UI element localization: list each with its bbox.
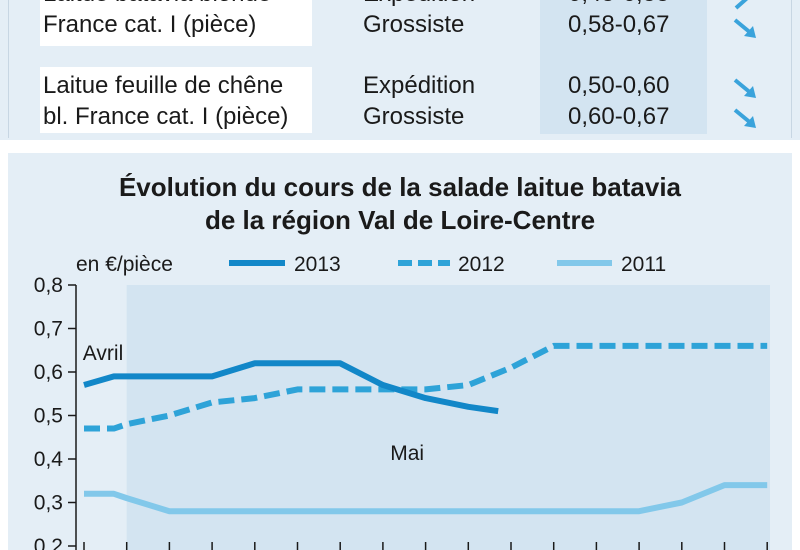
- trend-up-arrow-icon: [734, 0, 749, 10]
- product-1-price2: 0,58-0,67: [568, 11, 670, 38]
- price-column: [540, 0, 707, 134]
- price-table: Laitue batavia blonde France cat. I (piè…: [0, 0, 800, 140]
- product-2-stage2: Grossiste: [363, 103, 465, 130]
- trend-down-arrow-icon: [733, 18, 756, 38]
- table-left-rule: [8, 0, 9, 138]
- month-label-avril: Avril: [83, 342, 123, 365]
- product-1-line1: Laitue batavia blonde: [43, 0, 271, 10]
- product-2-price2: 0,60-0,67: [568, 103, 670, 130]
- product-1-price1: 0,45-0,55: [568, 0, 669, 10]
- product-2-line1: Laitue feuille de chêne: [43, 72, 284, 99]
- legend: en €/pièce 2013 2012 2011: [76, 253, 666, 276]
- annotations: Avril Mai: [83, 342, 424, 465]
- y-tick-label: 0,2: [34, 535, 63, 550]
- product-1-stage2: Grossiste: [363, 11, 465, 38]
- product-2-line2: bl. France cat. I (pièce): [43, 103, 289, 130]
- plot-area-april-band: [76, 285, 127, 550]
- trend-down-arrow-icon: [733, 108, 756, 128]
- product-2-stage1: Expédition: [363, 72, 476, 99]
- y-tick-label: 0,5: [34, 405, 63, 428]
- product-1-line2: France cat. I (pièce): [43, 11, 257, 38]
- month-label-mai: Mai: [390, 442, 424, 465]
- series-layer: [83, 342, 768, 515]
- y-tick-label: 0,4: [34, 448, 64, 471]
- chart-title-line1: Évolution du cours de la salade laitue b…: [118, 172, 682, 202]
- y-axis-unit-label: en €/pièce: [76, 253, 173, 276]
- legend-label-2012: 2012: [458, 253, 505, 276]
- y-axis: 0,2 0,3 0,4 0,5 0,6 0,7 0,8: [34, 274, 77, 550]
- legend-label-2013: 2013: [294, 253, 341, 276]
- chart-title-line2: de la région Val de Loire-Centre: [204, 205, 596, 235]
- series-line-2011: [84, 482, 768, 515]
- y-tick-label: 0,8: [34, 274, 63, 297]
- product-cell-2: [40, 67, 312, 133]
- table-right-rule: [791, 0, 792, 138]
- trend-down-arrow-icon: [733, 78, 756, 98]
- product-2-price1: 0,50-0,60: [568, 72, 670, 99]
- y-tick-label: 0,6: [34, 361, 63, 384]
- product-1-stage1: Expédition: [363, 0, 475, 10]
- y-tick-label: 0,7: [34, 318, 63, 341]
- product-cell-1: [40, 0, 312, 46]
- x-axis: [83, 542, 768, 550]
- y-tick-label: 0,3: [34, 492, 63, 515]
- legend-label-2011: 2011: [621, 253, 666, 276]
- series-line-2013: [83, 360, 499, 415]
